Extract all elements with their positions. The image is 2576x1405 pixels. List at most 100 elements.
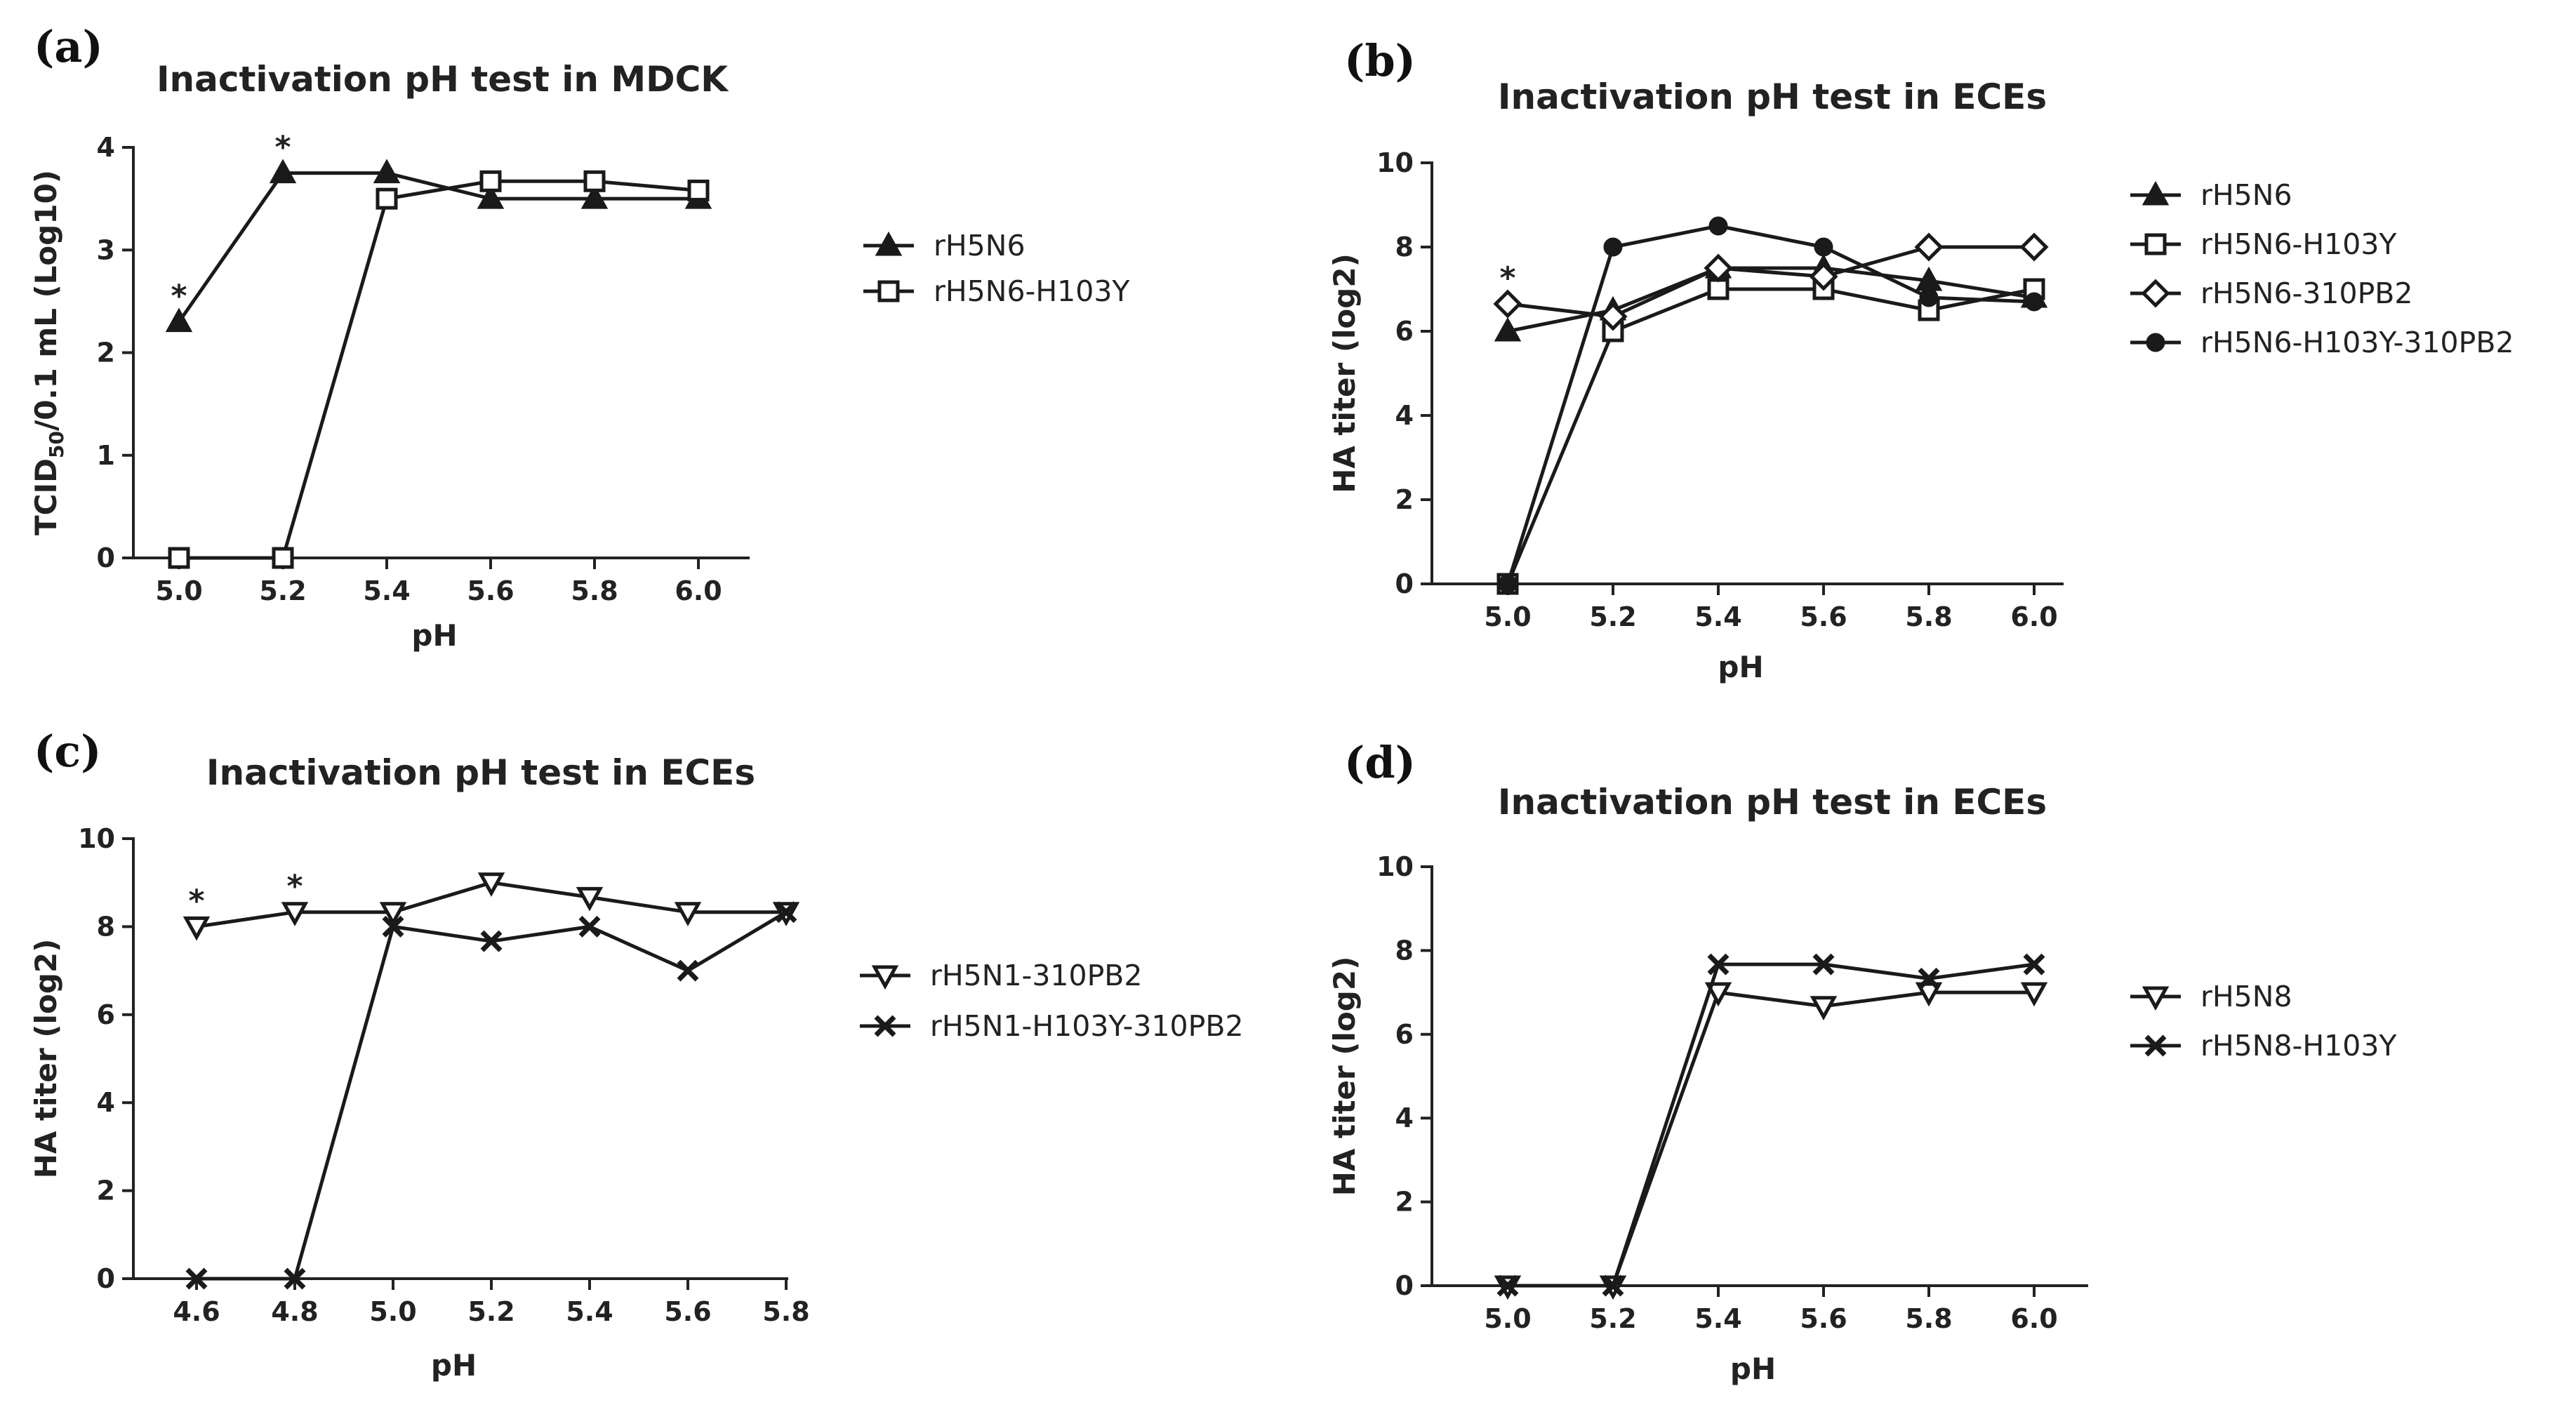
significance-star: * [188, 883, 204, 919]
series-line [1506, 287, 2035, 585]
data-point [477, 872, 505, 897]
y-tick-label: 2 [1395, 1187, 1414, 1218]
data-point [1915, 982, 1943, 1007]
data-point [1809, 262, 1838, 291]
legend-label: rH5N1-310PB2 [930, 959, 1143, 992]
x-tick-label: 5.4 [566, 1296, 613, 1327]
legend-marker [2142, 986, 2170, 1011]
y-axis-label-main: TCID [29, 458, 63, 535]
panel-letter: (b) [1344, 35, 1416, 86]
y-tick-label: 10 [1376, 851, 1414, 882]
series-3 [1498, 216, 2044, 594]
legend-label: rH5N1-H103Y-310PB2 [930, 1009, 1244, 1043]
legend-marker [874, 1015, 896, 1037]
x-tick-label: 5.6 [467, 575, 514, 606]
y-tick-label: 2 [97, 1176, 115, 1206]
legend-label: rH5N6-H103Y [2200, 227, 2397, 261]
data-point [165, 307, 193, 333]
x-tick-label: 5.0 [1484, 601, 1531, 632]
data-point [2024, 292, 2044, 312]
y-tick-label: 1 [97, 440, 115, 471]
x-tick-label: 5.0 [155, 575, 202, 606]
significance-star: * [274, 130, 291, 166]
data-point [674, 902, 702, 926]
data-point [376, 187, 398, 210]
data-point [2019, 232, 2049, 262]
y-tick-label: 0 [97, 542, 115, 573]
data-point [677, 959, 699, 982]
series-line [1506, 224, 2035, 585]
data-point [272, 547, 294, 569]
x-tick-label: 5.4 [363, 575, 410, 606]
legend-marker [877, 280, 900, 302]
panel-c: (c) Inactivation pH test in ECEs 0 2 4 6 8 10 4.… [29, 726, 1244, 1383]
data-point [1496, 1274, 1519, 1297]
legend-label: rH5N6-310PB2 [2200, 277, 2413, 310]
x-tick-label: 5.4 [1694, 1303, 1741, 1334]
x-tick-label: 5.2 [259, 575, 306, 606]
legend-marker [875, 231, 903, 256]
legend-marker [871, 965, 899, 990]
data-point [1918, 967, 1940, 990]
y-tick-label: 6 [1395, 1019, 1414, 1050]
data-point [269, 159, 297, 184]
panel-letter: (d) [1344, 737, 1416, 788]
significance-star: * [171, 279, 187, 314]
panel-letter: (c) [34, 726, 101, 777]
y-tick-label: 10 [78, 823, 115, 854]
y-tick-label: 8 [1395, 935, 1414, 966]
series-line [1508, 962, 2035, 1288]
data-point [373, 159, 401, 184]
y-tick-label: 0 [1395, 1270, 1414, 1301]
series-1 [168, 170, 710, 569]
x-axis-label: pH [1718, 650, 1763, 684]
series-line [179, 179, 699, 560]
data-point [775, 901, 797, 924]
data-point [281, 902, 309, 926]
data-point [379, 902, 407, 926]
y-tick-label: 6 [1395, 316, 1414, 347]
data-point [477, 184, 505, 209]
y-axis-label: HA titer (log2) [1327, 253, 1362, 493]
x-tick-label: 5.0 [369, 1296, 416, 1327]
x-axis-label: pH [431, 1348, 477, 1383]
y-tick-label: 10 [1376, 147, 1414, 178]
chart-title: Inactivation pH test in MDCK [157, 59, 729, 100]
y-tick-label: 8 [1395, 232, 1414, 262]
y-tick-label: 2 [1395, 484, 1414, 515]
panel-d: (d) Inactivation pH test in ECEs 0 2 4 6 8 10 5.… [1327, 737, 2397, 1386]
y-tick-label: 8 [97, 911, 115, 942]
y-tick-label: 4 [97, 132, 115, 163]
data-point [1707, 953, 1729, 975]
x-tick-label: 4.6 [173, 1296, 220, 1327]
y-tick-label: 0 [1395, 568, 1414, 599]
y-axis-label-main: HA titer (log2) [29, 939, 63, 1179]
y-axis-label: HA titer (log2) [29, 939, 63, 1179]
x-tick-label: 5.8 [571, 575, 618, 606]
x-tick-label: 5.6 [664, 1296, 711, 1327]
legend-marker [2144, 1034, 2167, 1057]
data-point [1602, 1274, 1624, 1297]
data-point [1493, 289, 1522, 319]
legend-label: rH5N6-H103Y [934, 274, 1130, 308]
x-axis-label: pH [1730, 1352, 1776, 1386]
y-tick-label: 4 [97, 1087, 115, 1118]
data-point [1598, 302, 1628, 331]
data-point [185, 1267, 208, 1290]
data-point [479, 170, 502, 192]
data-point [1603, 237, 1623, 257]
x-tick-label: 5.2 [1589, 1303, 1636, 1334]
chart-title: Inactivation pH test in ECEs [1498, 782, 2047, 823]
x-tick-label: 5.8 [762, 1296, 809, 1327]
data-point [583, 170, 606, 192]
y-tick-label: 0 [97, 1263, 115, 1294]
y-tick-label: 6 [97, 999, 115, 1030]
x-tick-label: 6.0 [2010, 1303, 2057, 1334]
data-point [382, 915, 404, 938]
data-point [1812, 953, 1835, 975]
data-point [2020, 982, 2048, 1007]
data-point [2023, 953, 2045, 975]
y-tick-label: 2 [97, 338, 115, 368]
series-1 [185, 901, 797, 1290]
